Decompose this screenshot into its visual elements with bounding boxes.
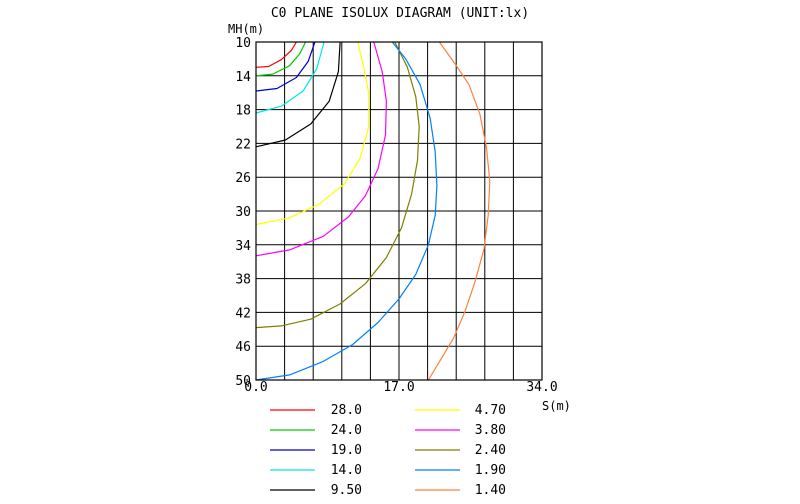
y-tick-label: 34 xyxy=(235,239,251,254)
y-tick-label: 42 xyxy=(235,306,251,321)
isolux-curve-14.0 xyxy=(255,41,325,114)
legend-label-1.90: 1.90 xyxy=(475,463,506,478)
legend-label-19.0: 19.0 xyxy=(331,443,362,458)
y-tick-label: 18 xyxy=(235,104,251,119)
legend-label-1.40: 1.40 xyxy=(475,483,506,498)
chart-title: C0 PLANE ISOLUX DIAGRAM (UNIT:lx) xyxy=(271,6,529,21)
isolux-curves xyxy=(255,41,491,381)
isolux-curve-3.80 xyxy=(255,41,387,257)
y-axis-label: MH(m) xyxy=(228,22,264,36)
legend-label-24.0: 24.0 xyxy=(331,423,362,438)
legend: 28.0 24.0 19.0 14.0 9.50 4.70 3.80 2.40 1.90 1.40 xyxy=(270,403,506,498)
isolux-curve-4.70 xyxy=(255,41,370,226)
isolux-curve-1.90 xyxy=(255,41,438,381)
isolux-curve-1.40 xyxy=(427,41,491,381)
legend-label-3.80: 3.80 xyxy=(475,423,506,438)
tick-labels: 10 14 18 22 26 30 34 38 42 46 500.0 17.0 34.0 xyxy=(235,36,557,395)
isolux-curve-2.40 xyxy=(255,41,420,329)
y-tick-label: 26 xyxy=(235,171,251,186)
y-tick-label: 50 xyxy=(235,374,251,389)
y-tick-label: 22 xyxy=(235,137,251,152)
y-tick-label: 10 xyxy=(235,36,251,51)
legend-label-9.50: 9.50 xyxy=(331,483,362,498)
x-tick-label: 34.0 xyxy=(526,380,557,395)
isolux-curve-19.0 xyxy=(255,41,316,92)
x-tick-label: 0.0 xyxy=(244,380,267,395)
x-axis-label: S(m) xyxy=(542,399,571,413)
y-tick-label: 30 xyxy=(235,205,251,220)
isolux-curve-9.50 xyxy=(255,41,341,148)
plot-border xyxy=(255,41,543,381)
grid xyxy=(256,42,542,380)
legend-label-28.0: 28.0 xyxy=(331,403,362,418)
legend-label-4.70: 4.70 xyxy=(475,403,506,418)
legend-label-14.0: 14.0 xyxy=(331,463,362,478)
y-tick-label: 38 xyxy=(235,273,251,288)
legend-label-2.40: 2.40 xyxy=(475,443,506,458)
plot-frame xyxy=(255,41,543,381)
y-tick-label: 46 xyxy=(235,340,251,355)
isolux-curve-24.0 xyxy=(255,41,307,77)
isolux-curve-28.0 xyxy=(255,41,297,68)
x-tick-label: 17.0 xyxy=(383,380,414,395)
y-tick-label: 14 xyxy=(235,70,251,85)
